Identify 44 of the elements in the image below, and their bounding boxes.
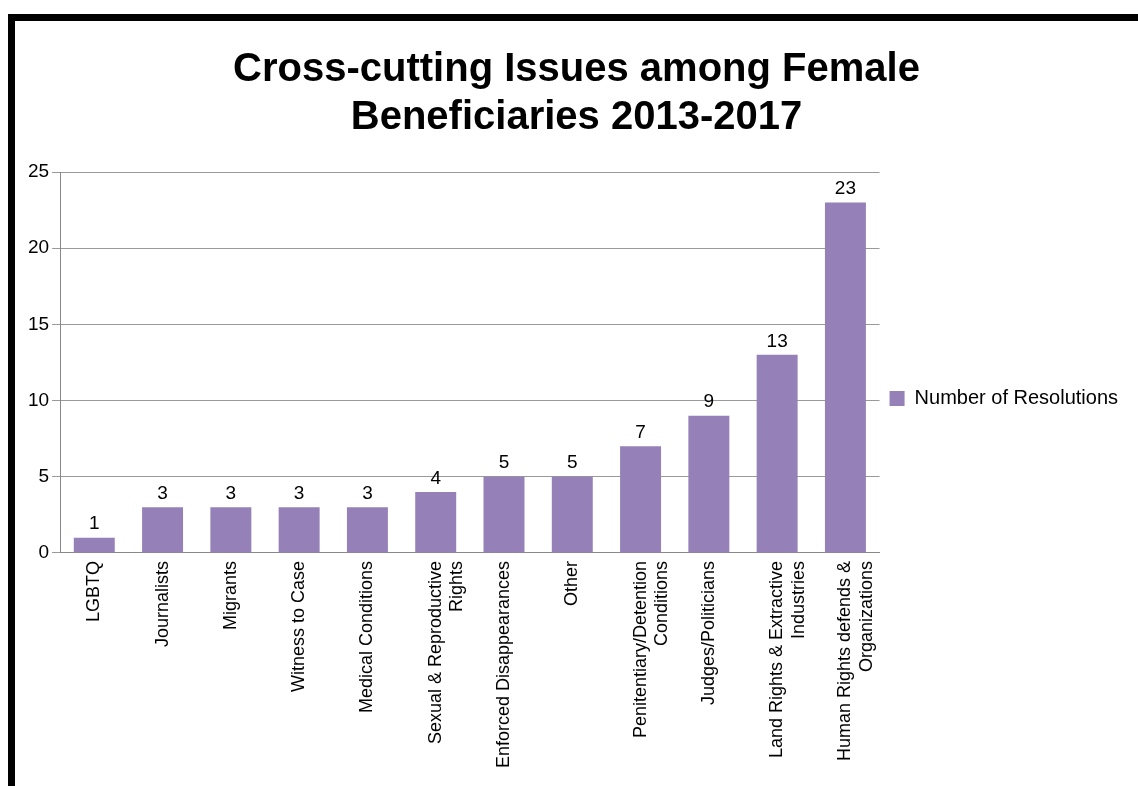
x-tick-label: Migrants [219, 560, 240, 630]
data-label: 1 [88, 512, 100, 534]
data-label: 5 [566, 451, 578, 473]
y-tick-label: 15 [27, 312, 50, 334]
x-tick-label: Judges/Politicians [697, 560, 718, 705]
data-label: 3 [157, 481, 168, 503]
x-tick-label: Enforced Disappearances [492, 560, 513, 768]
y-tick-label: 25 [27, 160, 50, 182]
y-tick-label: 5 [38, 464, 50, 486]
bar [551, 476, 593, 553]
data-label: 3 [293, 481, 305, 503]
y-tick-label: 20 [27, 236, 50, 258]
bar [756, 354, 798, 553]
x-tick-label: Land Rights & Extractive Industries [766, 560, 808, 758]
x-tick-label: Penitentiary/Detention Conditions [629, 560, 672, 738]
bar [415, 491, 457, 553]
data-label: 9 [703, 390, 715, 412]
data-label: 4 [430, 466, 442, 488]
chart-title: Cross-cutting Issues among Female Beneficiaries 2013-2017 [233, 45, 920, 138]
data-label: 5 [498, 451, 510, 473]
bar [142, 507, 184, 553]
data-label: 3 [362, 481, 373, 503]
x-tick-label: Witness to Case [288, 560, 309, 692]
data-label: 3 [225, 481, 237, 503]
bar [73, 537, 115, 553]
data-label: 13 [766, 329, 788, 351]
bar [346, 507, 388, 553]
bar [824, 202, 866, 553]
bar [688, 415, 730, 553]
x-tick-label: Journalists [151, 560, 172, 647]
x-tick-label: LGBTQ [83, 560, 104, 622]
x-tick-label: Other [561, 560, 582, 606]
bar [278, 507, 320, 553]
bar [483, 476, 525, 553]
bar [210, 507, 252, 553]
x-tick-label: Medical Conditions [356, 560, 377, 713]
bar [620, 446, 662, 553]
data-label: 7 [635, 420, 646, 442]
y-tick-label: 0 [38, 541, 50, 563]
y-tick-label: 10 [27, 388, 50, 410]
legend-label: Number of Resolutions [914, 386, 1119, 409]
data-label: 23 [834, 177, 856, 199]
x-tick-label: Human Rights defends & Organizations [834, 560, 876, 761]
x-tick-label: Sexual & Reproductive Rights [424, 560, 467, 744]
